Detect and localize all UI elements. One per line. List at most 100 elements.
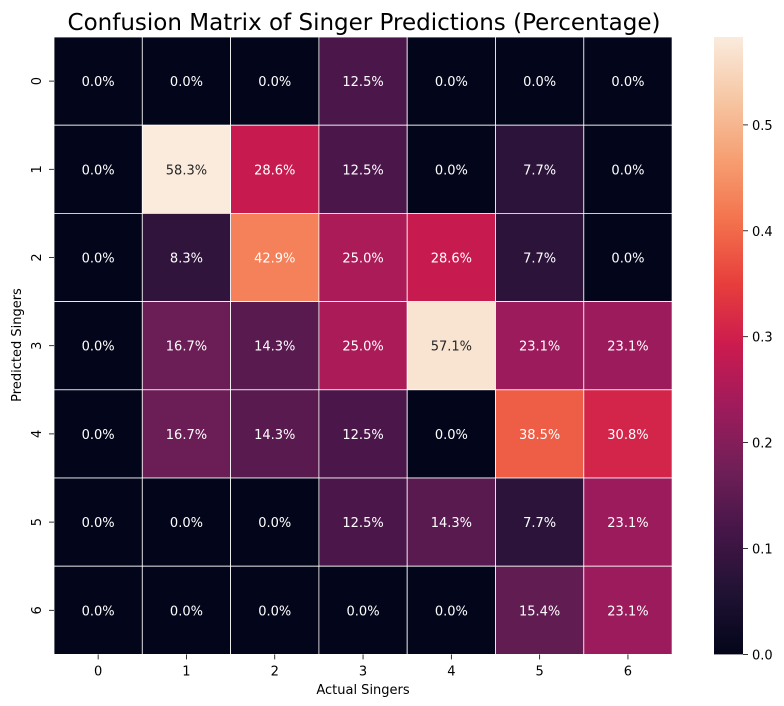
cell-annotation: 15.4%: [519, 604, 560, 619]
cell-annotation: 0.0%: [170, 516, 203, 531]
heatmap-cells: 0.0% 0.0% 0.0% 12.5% 0.0% 0.0% 0.0% 0.0% 58.3% 28…: [53, 36, 673, 655]
cell-annotation: 0.0%: [258, 604, 291, 619]
cell-annotation: 0.0%: [82, 163, 115, 178]
y-tick-label: 2: [30, 253, 45, 261]
colorbar: [714, 37, 743, 655]
cell-annotation: 0.0%: [82, 252, 115, 267]
cell-annotation: 8.3%: [170, 252, 203, 267]
colorbar-ticks: 0.0 0.1 0.2 0.3 0.4 0.5: [743, 119, 773, 663]
cell-annotation: 0.0%: [611, 163, 644, 178]
heatmap-cell: [318, 477, 408, 567]
cell-annotation: 0.0%: [170, 75, 203, 90]
heatmap-cell: [406, 36, 496, 126]
heatmap-cell: [583, 124, 673, 214]
cell-annotation: 16.7%: [166, 340, 207, 355]
colorbar-tick-label: 0.2: [752, 437, 773, 452]
cell-annotation: 0.0%: [435, 428, 468, 443]
y-tick-label: 4: [30, 430, 45, 438]
cell-annotation: 23.1%: [607, 516, 648, 531]
cell-annotation: 28.6%: [254, 163, 295, 178]
heatmap-cell: [230, 389, 320, 479]
heatmap-cell: [583, 565, 673, 655]
cell-annotation: 0.0%: [347, 604, 380, 619]
heatmap-cell: [406, 565, 496, 655]
cell-annotation: 0.0%: [170, 604, 203, 619]
cell-annotation: 14.3%: [431, 516, 472, 531]
colorbar-tick-label: 0.4: [752, 225, 773, 240]
x-tick-label: 1: [182, 664, 190, 679]
heatmap-cell: [53, 565, 143, 655]
cell-annotation: 0.0%: [82, 75, 115, 90]
heatmap-cell: [141, 477, 232, 567]
heatmap-cell: [583, 212, 673, 302]
cell-annotation: 12.5%: [342, 516, 383, 531]
y-tick-label: 3: [30, 342, 45, 350]
heatmap-cell: [318, 301, 408, 391]
heatmap-cell: [141, 36, 232, 126]
heatmap-cell: [230, 124, 320, 214]
cell-annotation: 12.5%: [342, 163, 383, 178]
heatmap-cell: [230, 212, 320, 302]
heatmap-cell: [406, 477, 496, 567]
cell-annotation: 0.0%: [435, 604, 468, 619]
x-tick-label: 4: [447, 664, 455, 679]
cell-annotation: 0.0%: [82, 340, 115, 355]
heatmap-cell: [583, 477, 673, 567]
x-axis-ticks: 0 1 2 3 4 5 6: [94, 654, 632, 679]
heatmap-cell: [53, 212, 143, 302]
cell-annotation: 7.7%: [523, 163, 556, 178]
cell-annotation: 57.1%: [431, 340, 472, 355]
heatmap-cell: [53, 36, 143, 126]
cell-annotation: 14.3%: [254, 340, 295, 355]
cell-annotation: 0.0%: [82, 516, 115, 531]
cell-annotation: 0.0%: [611, 252, 644, 267]
colorbar-tick-label: 0.0: [752, 648, 773, 663]
heatmap-cell: [318, 36, 408, 126]
heatmap-cell: [583, 301, 673, 391]
heatmap-cell: [53, 477, 143, 567]
cell-annotation: 7.7%: [523, 516, 556, 531]
heatmap-cell: [495, 565, 585, 655]
y-tick-label: 0: [30, 77, 45, 85]
colorbar-tick-label: 0.3: [752, 331, 773, 346]
x-tick-label: 5: [536, 664, 544, 679]
cell-annotation: 0.0%: [435, 75, 468, 90]
heatmap-cell: [230, 565, 320, 655]
cell-annotation: 7.7%: [523, 252, 556, 267]
cell-annotation: 0.0%: [82, 604, 115, 619]
cell-annotation: 0.0%: [611, 75, 644, 90]
cell-annotation: 25.0%: [342, 340, 383, 355]
cell-annotation: 0.0%: [82, 428, 115, 443]
cell-annotation: 38.5%: [519, 428, 560, 443]
cell-annotation: 23.1%: [607, 340, 648, 355]
cell-annotation: 30.8%: [607, 428, 648, 443]
cell-annotation: 42.9%: [254, 252, 295, 267]
cell-annotation: 12.5%: [342, 75, 383, 90]
heatmap-cell: [583, 389, 673, 479]
cell-annotation: 23.1%: [519, 340, 560, 355]
y-axis-label: Predicted Singers: [10, 288, 25, 402]
heatmap-cell: [495, 212, 585, 302]
heatmap-cell: [406, 212, 496, 302]
heatmap-cell: [406, 124, 496, 214]
y-tick-label: 6: [30, 606, 45, 614]
cell-annotation: 0.0%: [258, 516, 291, 531]
cell-annotation: 0.0%: [435, 163, 468, 178]
colorbar-tick-label: 0.1: [752, 542, 773, 557]
cell-annotation: 23.1%: [607, 604, 648, 619]
y-tick-label: 5: [30, 518, 45, 526]
chart-title: Confusion Matrix of Singer Predictions (…: [68, 10, 661, 36]
heatmap-cell: [495, 36, 585, 126]
heatmap-cell: [230, 36, 320, 126]
cell-annotation: 16.7%: [166, 428, 207, 443]
cell-annotation: 0.0%: [523, 75, 556, 90]
heatmap-cell: [230, 477, 320, 567]
heatmap-cell: [318, 565, 408, 655]
heatmap-cell: [495, 301, 585, 391]
x-tick-label: 2: [271, 664, 279, 679]
x-tick-label: 0: [94, 664, 102, 679]
cell-annotation: 14.3%: [254, 428, 295, 443]
heatmap-cell: [53, 301, 143, 391]
y-axis-ticks: 0 1 2 3 4 5 6: [30, 77, 54, 614]
